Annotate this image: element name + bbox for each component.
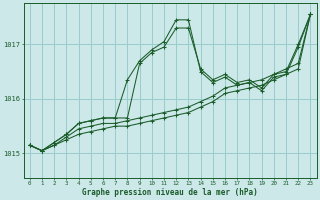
X-axis label: Graphe pression niveau de la mer (hPa): Graphe pression niveau de la mer (hPa)	[82, 188, 258, 197]
